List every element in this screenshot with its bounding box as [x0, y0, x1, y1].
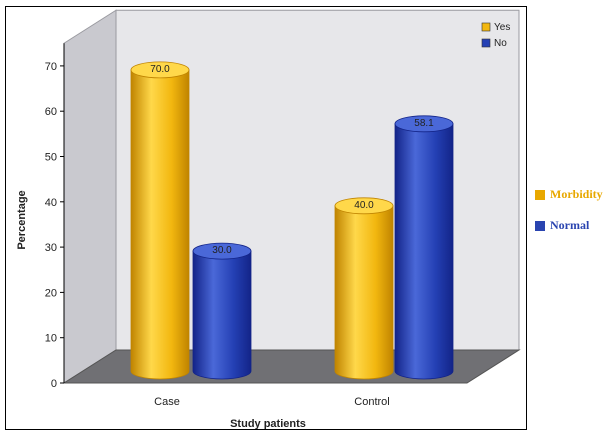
bar-top [192, 242, 252, 260]
bar-body [130, 69, 190, 380]
morbidity-label: Morbidity [550, 187, 603, 201]
normal-swatch [535, 220, 545, 231]
legend-swatch-no [481, 38, 491, 48]
bar-top [130, 61, 190, 79]
chart-side-wall [63, 9, 117, 384]
y-axis-label: Percentage [16, 190, 28, 249]
legend-normal: Normal [535, 218, 589, 233]
x-tick-label-control: Control [354, 396, 389, 408]
bar-no-case: 30.0 [192, 242, 252, 380]
y-tick-label-0: 0 [51, 378, 57, 390]
y-tick-label-5: 50 [45, 152, 57, 164]
normal-label: Normal [550, 218, 590, 232]
y-tick-label-4: 40 [45, 197, 57, 209]
bar-top [394, 115, 454, 133]
chart-legend: Yes No [481, 22, 510, 49]
morbidity-swatch [535, 189, 545, 200]
data-label: 30.0 [212, 245, 232, 256]
y-tick-label-1: 10 [45, 333, 57, 345]
y-tick-label-2: 20 [45, 287, 57, 299]
x-tick-label-case: Case [154, 396, 180, 408]
bar-body [192, 250, 252, 380]
legend-swatch-yes [481, 22, 491, 32]
legend-label-no: No [494, 38, 507, 49]
data-label: 70.0 [150, 64, 170, 75]
bar-yes-case: 70.0 [130, 61, 190, 380]
bar-body [394, 123, 454, 380]
data-label: 40.0 [354, 200, 374, 211]
legend-label-yes: Yes [494, 22, 510, 33]
data-label: 58.1 [414, 118, 434, 129]
bar-yes-control: 40.0 [334, 197, 394, 380]
y-tick-label-6: 60 [45, 106, 57, 118]
legend-morbidity: Morbidity [535, 187, 603, 202]
y-tick-label-3: 30 [45, 242, 57, 254]
y-tick-label-7: 70 [45, 61, 57, 73]
x-axis-label: Study patients [230, 418, 306, 430]
bar-no-control: 58.1 [394, 115, 454, 380]
bar-body [334, 205, 394, 380]
bar-top [334, 197, 394, 215]
